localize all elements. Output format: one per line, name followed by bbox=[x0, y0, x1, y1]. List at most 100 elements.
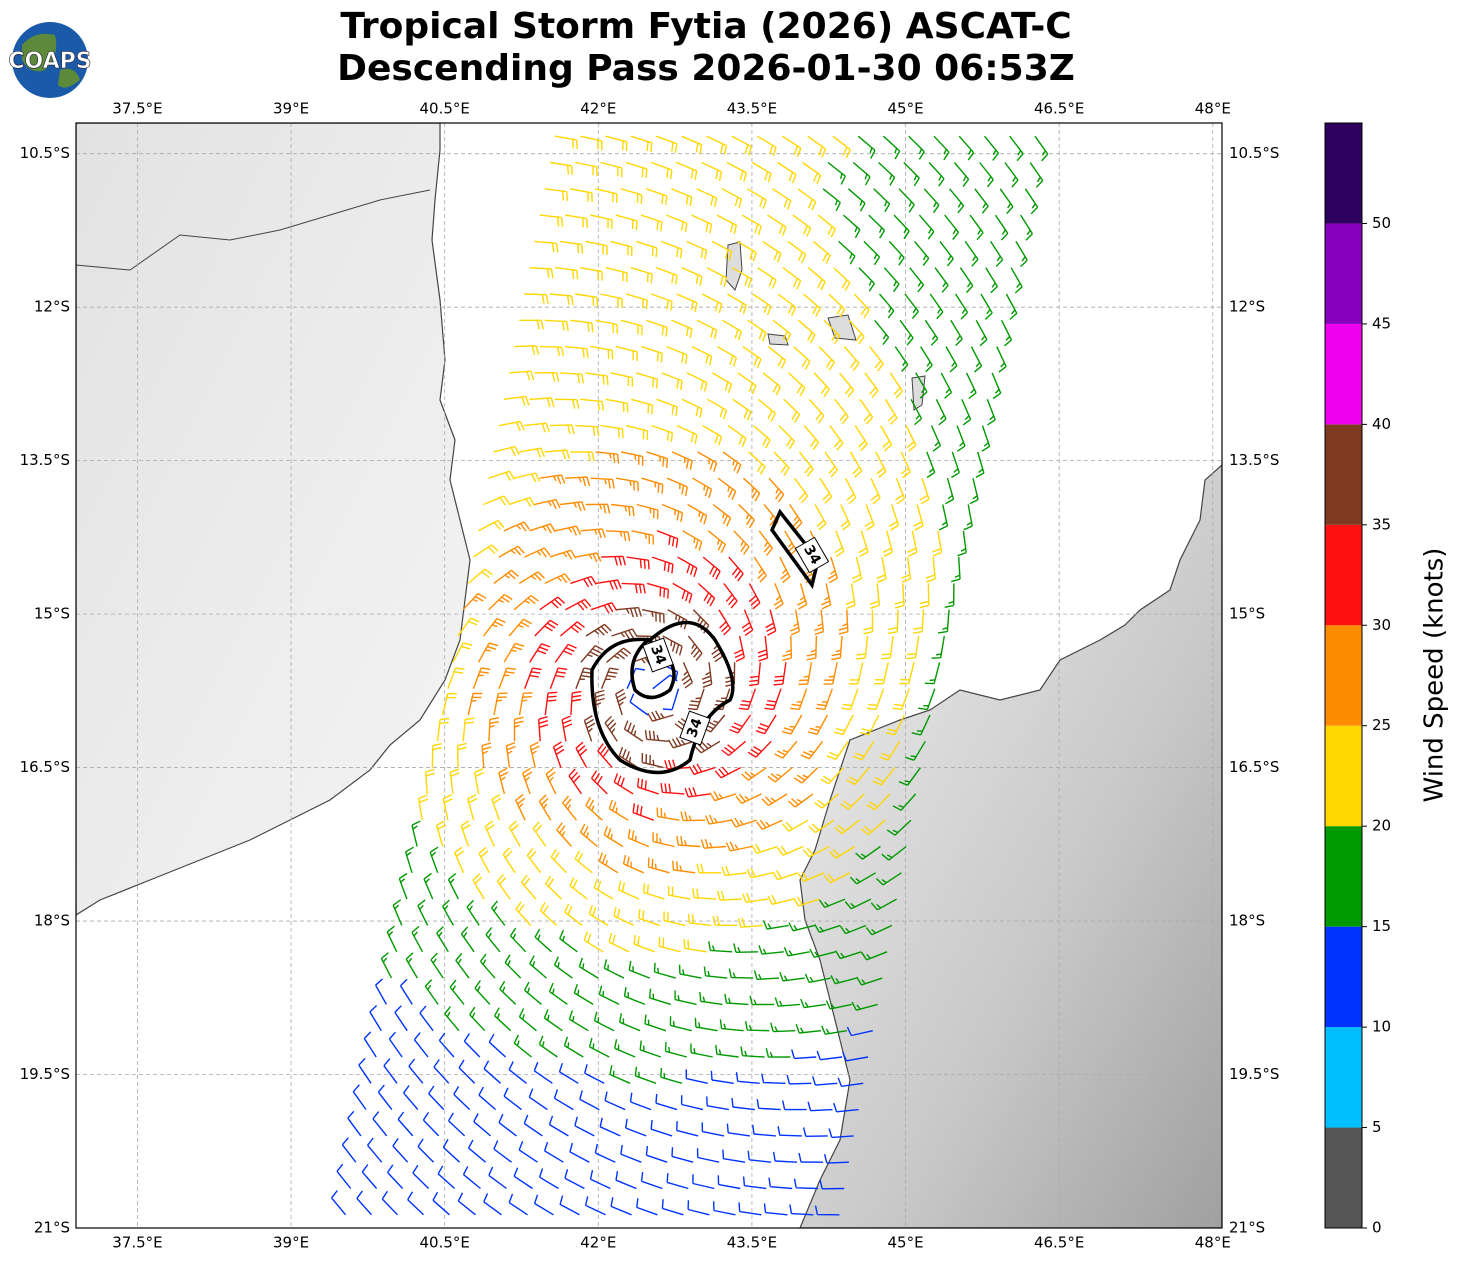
wind-barb bbox=[580, 644, 604, 663]
colorbar: 0 5 10 15 20 25 30 35 40 45 50 bbox=[1324, 122, 1391, 1237]
wind-barb bbox=[575, 741, 588, 768]
colorbar-segment bbox=[1325, 625, 1362, 726]
wind-barb bbox=[386, 925, 398, 953]
wind-barb bbox=[570, 575, 597, 588]
wind-barb bbox=[762, 240, 782, 263]
wind-barb bbox=[749, 662, 761, 687]
wind-barb bbox=[560, 501, 586, 512]
wind-barb bbox=[467, 692, 483, 716]
wind-barb bbox=[564, 903, 583, 926]
wind-barb bbox=[692, 477, 713, 499]
wind-barb bbox=[872, 767, 896, 786]
wind-barb bbox=[951, 451, 960, 479]
wind-barb bbox=[619, 1013, 641, 1032]
contour-label: 34 bbox=[684, 716, 706, 740]
wind-barb bbox=[808, 398, 825, 424]
wind-barb bbox=[737, 917, 763, 928]
wind-barb bbox=[979, 162, 994, 188]
wind-barb bbox=[662, 688, 680, 711]
wind-barb bbox=[569, 877, 588, 900]
wind-barb bbox=[585, 623, 612, 637]
wind-barb bbox=[757, 267, 777, 289]
wind-barb bbox=[603, 959, 625, 979]
wind-barb bbox=[753, 556, 767, 583]
y-tick-label: 21°S bbox=[1229, 1219, 1265, 1237]
wind-barb bbox=[483, 1193, 502, 1216]
x-tick-label: 43.5°E bbox=[727, 1234, 777, 1252]
wind-barb bbox=[656, 267, 678, 285]
wind-barb bbox=[901, 557, 912, 583]
wind-barb bbox=[999, 188, 1014, 215]
wind-barb bbox=[646, 451, 669, 468]
wind-barb bbox=[701, 1122, 725, 1137]
wind-barb bbox=[892, 688, 910, 711]
wind-barb bbox=[677, 556, 698, 578]
x-tick-label: 46.5°E bbox=[1034, 1234, 1084, 1252]
wind-barb bbox=[483, 617, 506, 637]
wind-barb bbox=[534, 372, 560, 382]
wind-barb bbox=[615, 214, 638, 231]
wind-barb bbox=[559, 240, 584, 254]
x-tick-label: 37.5°E bbox=[112, 100, 162, 118]
wind-barb bbox=[687, 688, 705, 711]
wind-barb bbox=[933, 135, 950, 161]
wind-barb bbox=[680, 1095, 704, 1111]
wind-barb bbox=[630, 135, 653, 153]
wind-barb bbox=[548, 1115, 569, 1137]
wind-barb bbox=[860, 819, 886, 836]
wind-barb bbox=[478, 1086, 497, 1111]
wind-barb bbox=[735, 793, 762, 805]
wind-barb bbox=[793, 1178, 819, 1190]
wind-barb bbox=[418, 794, 429, 821]
wind-barb bbox=[761, 1073, 786, 1084]
wind-barb bbox=[533, 1194, 554, 1216]
wind-barb bbox=[483, 495, 510, 506]
wind-barb bbox=[608, 799, 629, 821]
wind-barb bbox=[417, 899, 429, 926]
wind-barb bbox=[484, 820, 495, 847]
wind-barb bbox=[725, 841, 752, 852]
wind-barb bbox=[1034, 135, 1049, 162]
wind-barb bbox=[667, 737, 695, 749]
wind-barb bbox=[906, 635, 920, 660]
y-tick-label: 12°S bbox=[1229, 298, 1265, 316]
wind-barb bbox=[457, 617, 480, 637]
wind-barb bbox=[564, 345, 589, 358]
wind-barb bbox=[798, 319, 816, 344]
wind-barb bbox=[590, 602, 618, 614]
wind-barb bbox=[803, 425, 820, 451]
wind-barb bbox=[529, 955, 547, 979]
wind-barb bbox=[881, 635, 894, 660]
wind-barb bbox=[777, 293, 797, 316]
wind-barb bbox=[453, 1086, 471, 1111]
wind-barb bbox=[372, 1111, 388, 1137]
wind-barb bbox=[503, 521, 531, 532]
wind-barb bbox=[493, 445, 520, 457]
wind-barb bbox=[858, 530, 869, 558]
wind-barb bbox=[748, 583, 761, 610]
wind-barb bbox=[588, 1037, 610, 1058]
wind-barb bbox=[814, 504, 827, 531]
wind-barb bbox=[615, 1170, 637, 1190]
wind-barb bbox=[636, 1198, 658, 1216]
wind-barb bbox=[741, 214, 762, 236]
wind-barb bbox=[347, 1110, 362, 1137]
wind-barb bbox=[600, 293, 623, 308]
wind-barb bbox=[681, 662, 694, 689]
wind-barb bbox=[747, 740, 772, 758]
wind-barb bbox=[742, 346, 762, 368]
wind-barb bbox=[826, 740, 849, 760]
wind-barb bbox=[718, 609, 731, 636]
wind-barb bbox=[778, 425, 795, 450]
wind-barb bbox=[903, 162, 920, 187]
wind-barb bbox=[669, 1016, 692, 1032]
wind-barb bbox=[823, 662, 838, 685]
wind-barb bbox=[685, 1069, 708, 1084]
wind-barb bbox=[687, 913, 712, 927]
wind-barb bbox=[611, 628, 638, 640]
wind-barb bbox=[488, 717, 500, 742]
wind-barb bbox=[580, 528, 606, 539]
wind-barb bbox=[834, 398, 849, 425]
wind-barb bbox=[767, 767, 793, 783]
wind-barb bbox=[568, 768, 583, 795]
